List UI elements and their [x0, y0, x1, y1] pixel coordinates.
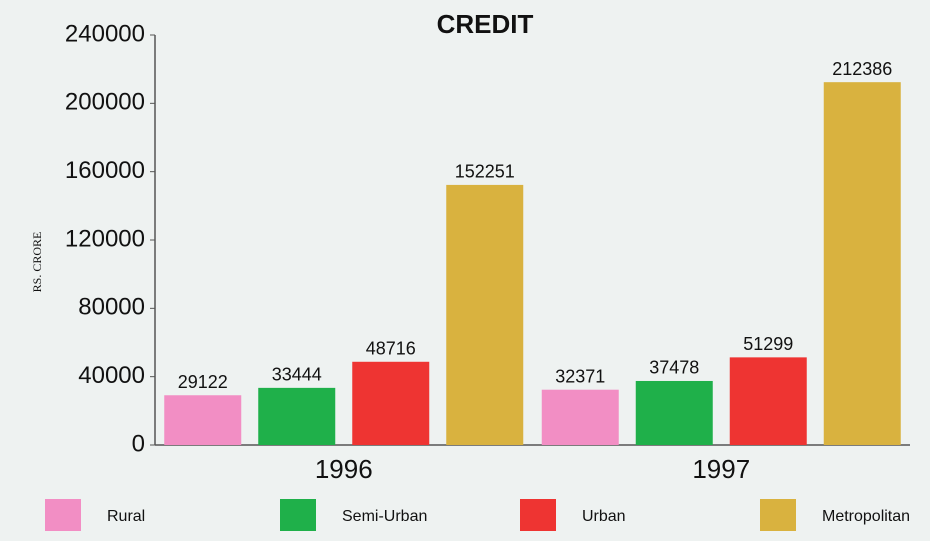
legend-swatch: [45, 499, 81, 531]
data-label: 32371: [555, 366, 605, 386]
bar: [823, 82, 901, 445]
bar: [729, 357, 807, 445]
bar: [541, 389, 619, 445]
bar: [258, 387, 336, 445]
bar: [635, 380, 713, 445]
y-tick-label: 80000: [78, 294, 145, 321]
bar: [352, 361, 430, 445]
legend-label: Semi-Urban: [342, 508, 427, 525]
bar: [164, 395, 242, 445]
x-tick-label: 1996: [315, 454, 373, 484]
legend-swatch: [520, 499, 556, 531]
y-tick-label: 0: [132, 430, 145, 457]
chart-title: CREDIT: [437, 9, 534, 39]
y-tick-label: 240000: [65, 20, 145, 47]
y-axis-label: RS. CRORE: [30, 232, 44, 293]
bar: [446, 184, 524, 445]
data-label: 152251: [455, 162, 515, 182]
y-tick-label: 200000: [65, 89, 145, 116]
x-tick-label: 1997: [692, 454, 750, 484]
data-label: 33444: [272, 365, 322, 385]
data-label: 48716: [366, 339, 416, 359]
data-label: 37478: [649, 358, 699, 378]
legend-label: Metropolitan: [822, 508, 910, 525]
y-tick-label: 160000: [65, 157, 145, 184]
legend-label: Rural: [107, 508, 145, 525]
legend-swatch: [760, 499, 796, 531]
legend-swatch: [280, 499, 316, 531]
y-tick-label: 40000: [78, 362, 145, 389]
data-label: 212386: [832, 59, 892, 79]
data-label: 51299: [743, 334, 793, 354]
legend-label: Urban: [582, 508, 626, 525]
y-tick-label: 120000: [65, 225, 145, 252]
data-label: 29122: [178, 372, 228, 392]
